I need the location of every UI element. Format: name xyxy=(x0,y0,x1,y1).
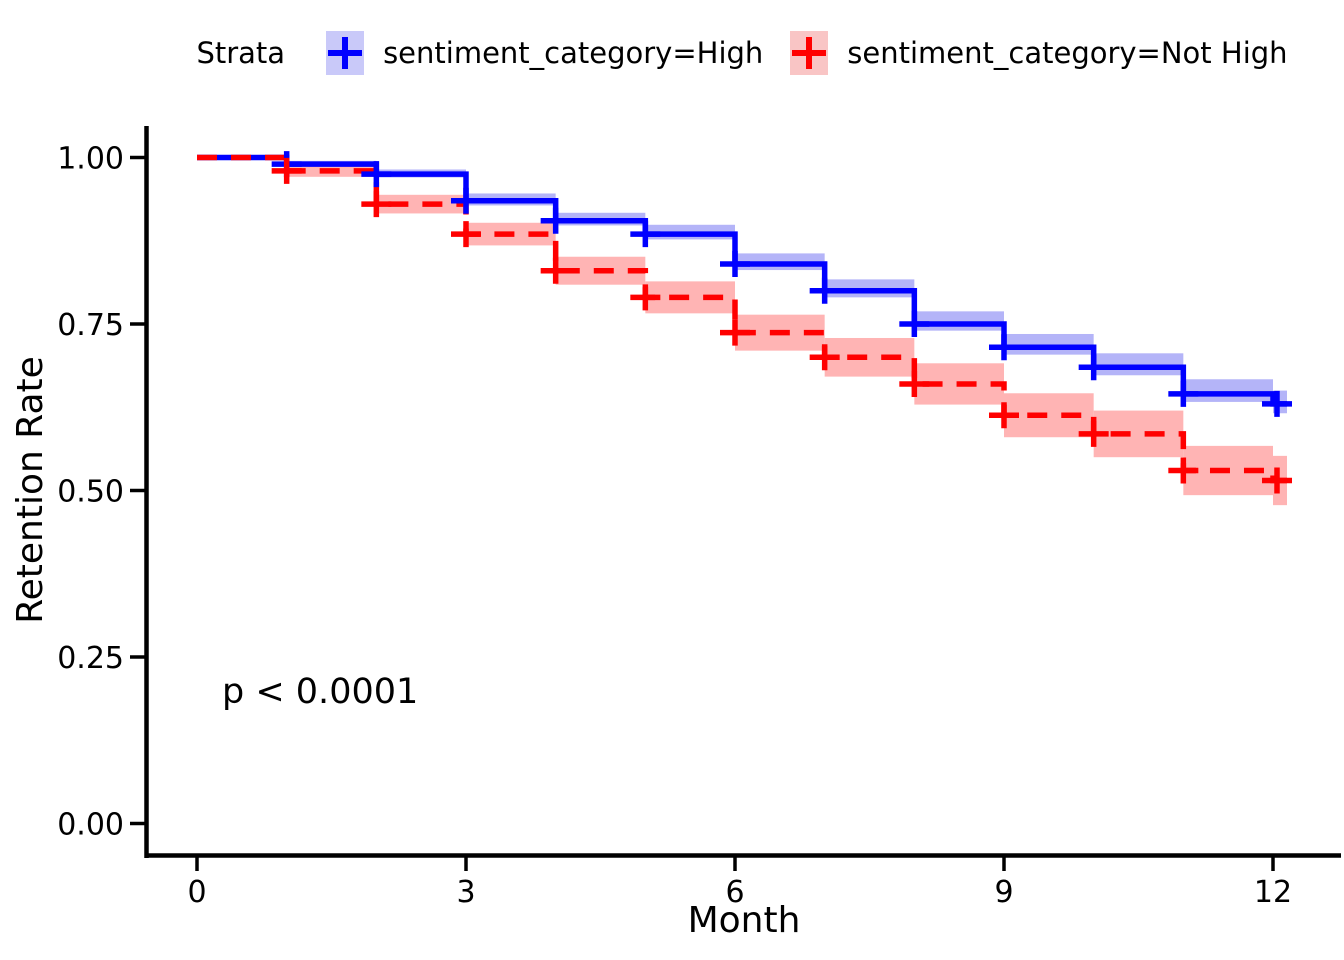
censor-plus-icon xyxy=(989,402,1019,429)
censor-plus-icon xyxy=(720,319,750,346)
censor-plus-icon xyxy=(1168,380,1199,407)
km-line-high xyxy=(197,154,1287,407)
censor-plus-icon xyxy=(540,257,571,284)
legend-item-nothigh: sentiment_category=Not High xyxy=(789,29,1288,77)
censor-plus-icon xyxy=(540,207,571,234)
y-tick-label: 0.25 xyxy=(57,641,124,676)
censor-plus-icon xyxy=(630,221,661,248)
censor-plus-icon xyxy=(361,191,392,218)
legend-label-nothigh: sentiment_category=Not High xyxy=(847,36,1288,70)
censor-marks-high xyxy=(271,151,1292,417)
censor-plus-icon xyxy=(899,370,930,397)
y-tick-label: 0.50 xyxy=(57,475,124,510)
legend-key-nothigh-icon xyxy=(790,31,829,75)
y-tick-label: 0.75 xyxy=(57,308,124,343)
x-tick-label: 9 xyxy=(994,875,1013,910)
legend-key-high-icon xyxy=(326,31,365,75)
axes: 0.00 0.25 0.50 0.75 1.00 0 3 6 9 12 xyxy=(57,126,1341,910)
y-axis-title: Retention Rate xyxy=(10,356,51,624)
censor-plus-icon xyxy=(1078,420,1109,447)
censor-plus-icon xyxy=(809,344,840,371)
censor-marks-nothigh xyxy=(271,157,1292,494)
legend-label-high: sentiment_category=High xyxy=(383,36,764,70)
censor-plus-icon xyxy=(1168,457,1199,484)
x-tick-label: 0 xyxy=(187,875,206,910)
censor-plus-icon xyxy=(1262,467,1292,494)
censor-plus-icon xyxy=(720,251,750,278)
censor-plus-icon xyxy=(451,221,481,248)
legend-title: Strata xyxy=(196,36,286,70)
censor-plus-icon xyxy=(809,277,840,304)
x-tick-label: 12 xyxy=(1254,875,1292,910)
x-tick-label: 6 xyxy=(725,875,744,910)
y-tick-label: 1.00 xyxy=(57,142,124,177)
censor-plus-icon xyxy=(271,157,302,184)
x-tick-label: 3 xyxy=(456,875,475,910)
censor-plus-icon xyxy=(451,187,481,214)
censor-plus-icon xyxy=(1078,354,1109,381)
censor-plus-icon xyxy=(1262,390,1292,417)
censor-plus-icon xyxy=(899,311,930,337)
legend: Strata sentiment_category=High sentiment… xyxy=(140,24,1344,82)
chart-root: 0.00 0.25 0.50 0.75 1.00 0 3 6 9 12 xyxy=(57,126,1341,910)
censor-plus-icon xyxy=(361,161,392,188)
p-value-annotation: p < 0.0001 xyxy=(222,672,418,712)
legend-item-high: sentiment_category=High xyxy=(325,29,763,77)
censor-plus-icon xyxy=(630,284,661,311)
x-axis-title: Month xyxy=(688,900,801,941)
y-tick-label: 0.00 xyxy=(57,808,124,843)
censor-plus-icon xyxy=(989,334,1019,361)
